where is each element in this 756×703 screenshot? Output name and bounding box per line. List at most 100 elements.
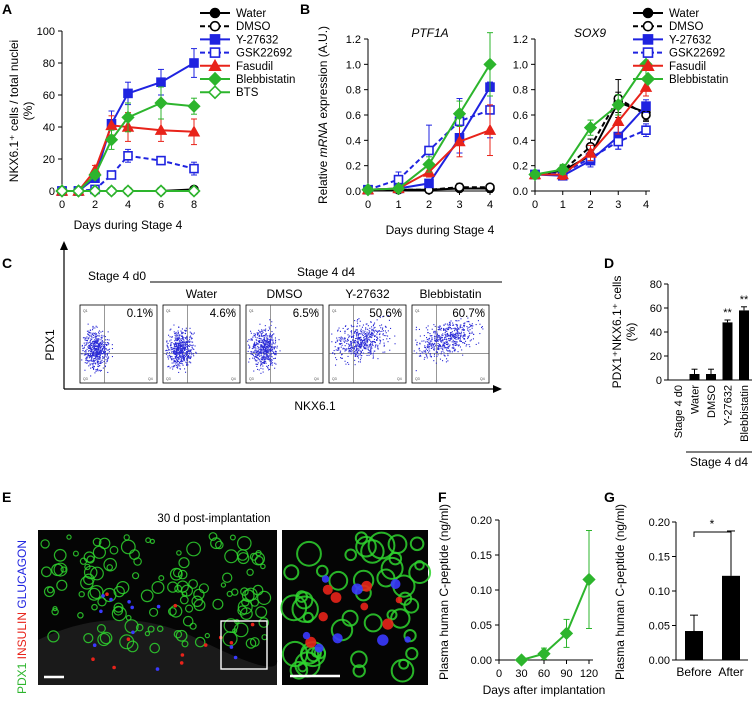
flow-event <box>447 326 449 328</box>
tissue-cluster <box>144 630 151 637</box>
flow-event <box>377 347 379 349</box>
flow-event <box>429 355 431 357</box>
flow-event <box>262 339 264 341</box>
y-tick-label: 0.10 <box>471 585 492 597</box>
flow-event <box>362 345 364 347</box>
flow-event <box>169 329 171 331</box>
tissue-cluster <box>258 617 270 628</box>
flow-event <box>423 335 425 337</box>
flow-event <box>175 345 177 347</box>
tissue-cluster <box>106 564 114 571</box>
flow-event <box>365 335 367 337</box>
flow-event <box>350 343 352 345</box>
flow-event <box>365 345 367 347</box>
data-point <box>121 110 135 125</box>
flow-event <box>270 363 272 365</box>
flow-event <box>469 323 471 325</box>
flow-event <box>375 345 377 347</box>
flow-event <box>171 349 173 351</box>
flow-event <box>468 326 470 328</box>
flow-event <box>261 356 263 358</box>
flow-event <box>431 340 433 342</box>
tissue-cluster <box>245 638 257 649</box>
y-tick-label: 0.0 <box>346 186 361 198</box>
flow-event <box>268 352 270 354</box>
flow-event <box>185 343 187 345</box>
flow-event <box>462 329 464 331</box>
flow-event <box>93 347 95 349</box>
flow-event <box>167 350 169 352</box>
flow-event <box>359 320 361 322</box>
y-tick-label: 0.2 <box>513 161 528 173</box>
flow-event <box>184 346 186 348</box>
flow-event <box>101 340 103 342</box>
flow-event <box>97 351 99 353</box>
flow-event <box>270 343 272 345</box>
flow-event <box>272 341 274 343</box>
flow-event <box>247 344 249 346</box>
flow-event <box>180 342 182 344</box>
flow-event <box>254 342 256 344</box>
flow-event <box>344 348 346 350</box>
flow-event <box>264 358 266 360</box>
tissue-cluster <box>91 603 98 611</box>
flow-event <box>373 340 375 342</box>
flow-event <box>447 343 449 345</box>
flow-event <box>334 346 336 348</box>
flow-event <box>95 352 97 354</box>
tissue-cluster <box>380 556 404 580</box>
flow-event <box>270 349 272 351</box>
flow-event <box>355 338 357 340</box>
flow-event <box>101 359 103 361</box>
flow-event <box>345 349 347 351</box>
flow-event <box>100 351 102 353</box>
flow-event <box>89 363 91 365</box>
flow-event <box>187 340 189 342</box>
flow-event <box>98 346 100 348</box>
legend-marker <box>209 47 221 58</box>
category-label: Before <box>676 665 712 679</box>
flow-event <box>90 355 92 357</box>
flow-event <box>167 342 169 344</box>
flow-event <box>382 330 384 332</box>
x-axis-label: Days after implantation <box>483 683 606 697</box>
flow-event <box>181 340 183 342</box>
flow-event <box>178 344 180 346</box>
flow-event <box>447 346 449 348</box>
flow-event <box>91 336 93 338</box>
flow-event <box>269 350 271 352</box>
flow-event <box>177 350 179 352</box>
flow-event <box>101 350 103 352</box>
flow-event <box>174 360 176 362</box>
flow-event <box>87 323 89 325</box>
flow-event <box>268 343 270 345</box>
flow-event <box>456 325 458 327</box>
flow-event <box>182 346 184 348</box>
flow-event <box>257 333 259 335</box>
y-tick-label: 0.20 <box>471 515 492 527</box>
flow-event <box>272 352 274 354</box>
flow-event <box>173 359 175 361</box>
flow-event <box>438 339 440 341</box>
flow-event <box>267 343 269 345</box>
flow-event <box>364 340 366 342</box>
flow-event <box>379 325 381 327</box>
flow-event <box>167 356 169 358</box>
flow-event <box>175 361 177 363</box>
flow-event <box>458 344 460 346</box>
flow-event <box>376 336 378 338</box>
legend-marker <box>642 47 654 58</box>
y-tick-label: 0.20 <box>649 517 670 529</box>
flow-event <box>379 341 381 343</box>
legend-item: BTS <box>200 85 259 100</box>
flow-event <box>447 341 449 343</box>
flow-event <box>82 347 84 349</box>
flow-event <box>457 335 459 337</box>
flow-event <box>428 338 430 340</box>
flow-event <box>182 338 184 340</box>
flow-event <box>361 352 363 354</box>
flow-event <box>368 337 370 339</box>
legend-item: Y-27632 <box>633 34 711 46</box>
flow-event <box>190 349 192 351</box>
flow-event <box>360 339 362 341</box>
